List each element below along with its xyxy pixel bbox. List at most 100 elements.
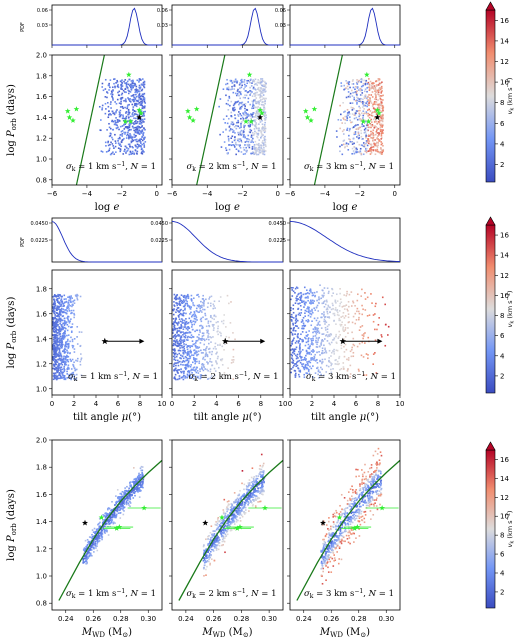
observed-green-star — [311, 106, 318, 112]
cloud-point — [262, 88, 264, 90]
cloud-point — [377, 89, 380, 92]
cloud-point — [375, 142, 377, 145]
cloud-point — [322, 361, 324, 363]
cloud-point — [64, 378, 67, 381]
cloud-point — [239, 97, 241, 100]
cloud-point — [294, 348, 297, 350]
cloud-point — [134, 149, 137, 152]
cloud-point — [246, 143, 249, 146]
cloud-point — [342, 315, 344, 318]
cloud-point — [378, 139, 380, 141]
cloud-point — [140, 121, 143, 124]
cloud-point — [238, 140, 240, 143]
cloud-point — [244, 124, 246, 127]
observed-green-star — [64, 108, 71, 114]
cloud-point — [322, 302, 325, 304]
cloud-point — [175, 355, 178, 358]
cloud-point — [174, 344, 177, 346]
cloud-point — [137, 474, 140, 477]
cloud-point — [305, 292, 308, 295]
cloud-point — [259, 107, 262, 110]
cloud-point — [128, 137, 130, 140]
cloud-point — [239, 146, 242, 149]
cloud-point — [83, 549, 86, 551]
cloud-point — [174, 337, 176, 340]
cloud-point — [67, 344, 70, 346]
cloud-point — [363, 108, 365, 110]
cloud-point — [132, 139, 134, 142]
cloud-point — [306, 362, 309, 365]
cloud-point — [322, 374, 325, 377]
cloud-point — [196, 304, 199, 307]
cloud-point — [371, 91, 374, 93]
cloud-point — [65, 341, 68, 343]
cloud-point — [233, 85, 236, 88]
cloud-point — [264, 112, 266, 115]
cloud-point — [356, 90, 358, 93]
cloud-point — [325, 299, 328, 302]
cloud-point — [141, 88, 144, 91]
black-star — [136, 114, 143, 120]
cloud-point — [235, 143, 238, 146]
cloud-point — [125, 497, 127, 500]
observed-green-star — [136, 107, 143, 113]
cloud-point — [60, 299, 62, 302]
cloud-point — [352, 150, 355, 152]
cloud-point — [57, 341, 60, 343]
cloud-point — [370, 126, 372, 129]
panel-annotation: σk = 2 km s−1, N = 1 — [186, 161, 276, 173]
cloud-point — [178, 330, 181, 332]
cloud-point — [54, 317, 56, 320]
cloud-point — [305, 301, 307, 304]
cloud-point — [127, 502, 130, 505]
cloud-point — [93, 527, 96, 530]
cloud-point — [378, 120, 381, 122]
cloud-point — [192, 313, 195, 316]
cloud-point — [67, 338, 69, 341]
cloud-point — [200, 324, 202, 327]
cloud-point — [247, 138, 249, 140]
cloud-point — [128, 119, 131, 122]
cloud-point — [252, 86, 255, 89]
cloud-point — [67, 318, 69, 321]
cloud-point — [222, 319, 225, 322]
cloud-point — [54, 307, 56, 310]
cloud-point — [343, 84, 346, 87]
cloud-point — [365, 147, 368, 150]
cloud-point — [183, 326, 185, 328]
cloud-point — [52, 349, 55, 351]
pdf-y-tick-label: 0.03 — [275, 23, 286, 29]
cloud-point — [240, 129, 243, 132]
cloud-point — [246, 116, 248, 119]
cloud-point — [375, 113, 378, 115]
cloud-point — [380, 133, 383, 135]
cloud-point — [247, 143, 250, 146]
cloud-point — [319, 324, 321, 326]
cloud-point — [372, 83, 374, 85]
cloud-point — [257, 133, 260, 136]
cloud-point — [192, 356, 195, 359]
cloud-point — [57, 301, 59, 303]
cloud-point — [189, 349, 192, 352]
cloud-point — [376, 141, 378, 144]
cloud-point — [364, 94, 367, 96]
cloud-point — [133, 482, 135, 484]
cloud-point — [141, 152, 144, 155]
cloud-point — [119, 112, 121, 114]
cloud-point — [53, 365, 56, 368]
cloud-point — [173, 308, 175, 310]
cloud-point — [214, 307, 216, 309]
cloud-point — [121, 105, 124, 108]
cloud-point — [59, 311, 61, 314]
cloud-point — [340, 316, 343, 318]
cloud-point — [194, 357, 197, 360]
cloud-point — [61, 300, 64, 303]
x-tick-label: 8 — [138, 400, 142, 408]
cloud-point — [257, 109, 259, 112]
arrow-head — [139, 338, 145, 344]
colorbar-label: vk (km s−1) — [506, 78, 516, 115]
cloud-point — [136, 485, 139, 487]
cloud-point — [96, 534, 99, 537]
cloud-point — [235, 153, 237, 156]
cloud-point — [347, 332, 349, 334]
